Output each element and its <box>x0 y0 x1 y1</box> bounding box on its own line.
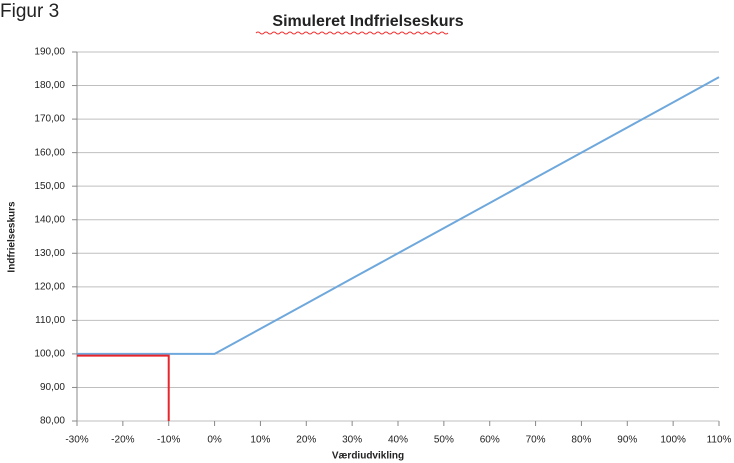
chart-title: Simuleret Indfrielseskurs <box>272 13 463 30</box>
y-tick-label: 100,00 <box>34 349 65 360</box>
x-tick-label: 0% <box>207 435 222 446</box>
x-tick-label: 70% <box>526 435 546 446</box>
y-tick-label: 150,00 <box>34 181 65 192</box>
x-tick-label: 80% <box>571 435 591 446</box>
y-tick-label: 140,00 <box>34 214 65 225</box>
y-axis-label: Indfrielseskurs <box>7 201 18 273</box>
x-tick-label: 50% <box>434 435 454 446</box>
x-tick-label: 40% <box>388 435 408 446</box>
y-tick-label: 80,00 <box>40 416 65 427</box>
series-line <box>77 76 720 355</box>
y-tick-label: 160,00 <box>34 147 65 158</box>
y-tick-label: 190,00 <box>34 47 65 58</box>
x-tick-label: 60% <box>480 435 500 446</box>
x-tick-label: 30% <box>342 435 362 446</box>
y-tick-label: 170,00 <box>34 114 65 125</box>
y-tick-label: 120,00 <box>34 281 65 292</box>
x-tick-label: 100% <box>660 435 686 446</box>
x-tick-label: 10% <box>250 435 270 446</box>
y-tick-label: 130,00 <box>34 248 65 259</box>
figure-caption: Figur 3 <box>0 1 59 22</box>
x-axis-label: Værdiudvikling <box>332 451 404 462</box>
y-tick-label: 180,00 <box>34 80 65 91</box>
x-tick-label: -10% <box>157 435 180 446</box>
x-tick-label: 90% <box>617 435 637 446</box>
spellcheck-underline <box>255 31 449 35</box>
y-tick-label: 90,00 <box>40 382 65 393</box>
series-line <box>77 354 170 421</box>
x-tick-label: 20% <box>296 435 316 446</box>
x-tick-label: -20% <box>111 435 134 446</box>
x-tick-label: 110% <box>707 435 732 446</box>
x-tick-label: -30% <box>65 435 88 446</box>
y-tick-label: 110,00 <box>35 315 65 326</box>
